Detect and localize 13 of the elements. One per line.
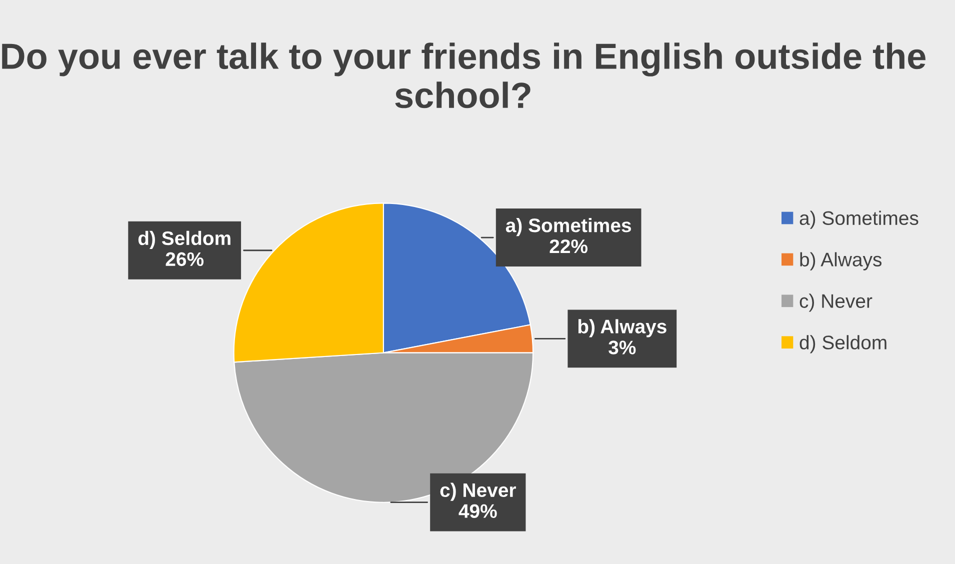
slice-label: a) Sometimes xyxy=(506,218,631,236)
legend-label: b) Always xyxy=(800,252,882,270)
legend-label: a) Sometimes xyxy=(800,210,918,229)
slice-label: b) Always xyxy=(578,319,666,338)
data-label: 26% xyxy=(166,252,204,266)
slice-label: c) Never xyxy=(440,482,516,501)
data-label: 22% xyxy=(550,239,588,254)
legend-label: d) Seldom xyxy=(800,335,886,354)
legend-label: c) Never xyxy=(800,294,872,312)
data-label: 3% xyxy=(608,340,636,354)
data-label: 49% xyxy=(458,504,497,518)
chart-title: Do you ever talk to your friends in English outside the school? xyxy=(2,42,926,108)
slice-label: d) Seldom xyxy=(138,230,230,249)
